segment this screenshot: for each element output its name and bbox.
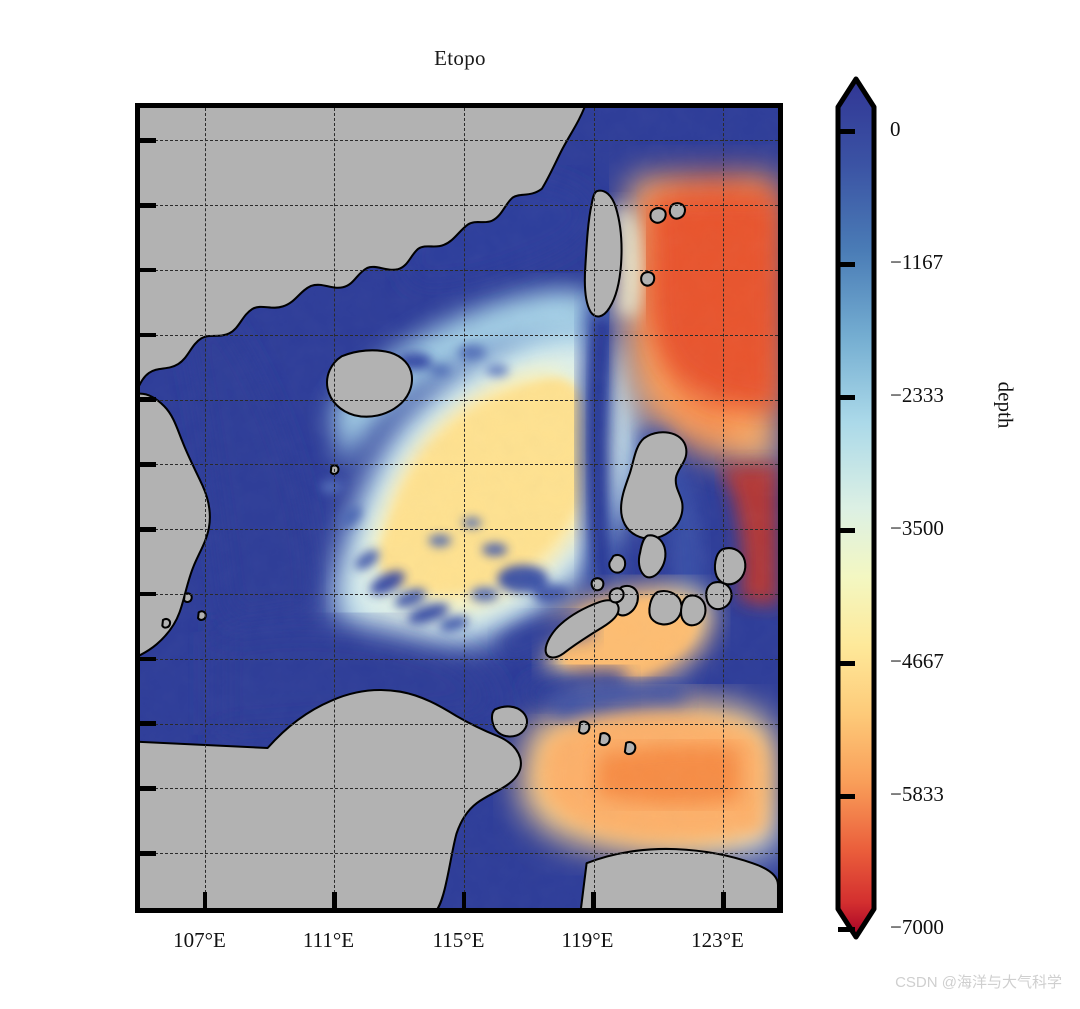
ytick-10 [140, 591, 156, 597]
ytick-6 [140, 721, 156, 726]
colorbar[interactable]: 0 −1167 −2333 −3500 −4667 −5833 −7000 [835, 76, 944, 940]
colorbar-axis-label: depth [985, 0, 1025, 810]
cbtick-4667 [838, 661, 855, 666]
page-title: Etopo [434, 46, 486, 70]
xtick-label-107: 107°E [173, 928, 226, 952]
colorbar-gradient [835, 76, 877, 940]
cblabel-7000: −7000 [890, 915, 944, 939]
xtick-label-119: 119°E [561, 928, 614, 952]
cblabel-0: 0 [890, 117, 901, 141]
cblabel-5833: −5833 [890, 782, 944, 806]
xtick-label-115: 115°E [432, 928, 485, 952]
cbtick-1167 [838, 262, 855, 267]
bathymetry-raster [140, 108, 778, 908]
cblabel-4667: −4667 [890, 649, 944, 673]
ytick-16 [140, 397, 156, 402]
ytick-24 [140, 138, 156, 143]
ytick-4 [140, 786, 156, 791]
ytick-12 [140, 527, 156, 532]
cbtick-2333 [838, 395, 855, 400]
ytick-22 [140, 203, 156, 208]
ytick-20 [140, 267, 156, 273]
xtick-115 [461, 892, 467, 908]
ytick-0 [139, 908, 156, 913]
map-canvas [140, 108, 778, 908]
ytick-14 [140, 462, 156, 467]
xtick-111 [332, 892, 337, 908]
xtick-label-123: 123°E [691, 928, 744, 952]
cblabel-2333: −2333 [890, 383, 944, 407]
cblabel-1167: −1167 [890, 250, 944, 274]
xtick-107 [202, 892, 208, 908]
cbtick-7000 [838, 927, 855, 932]
ytick-18 [140, 332, 156, 338]
map-plot-area[interactable] [135, 103, 783, 913]
xtick-label-111: 111°E [302, 928, 355, 952]
colorbar-axis-label-text: depth [993, 381, 1018, 429]
cbtick-5833 [838, 794, 855, 799]
ytick-8 [140, 656, 156, 662]
watermark: CSDN @海洋与大气科学 [895, 974, 1062, 991]
cbtick-0 [838, 129, 855, 134]
xtick-119 [591, 892, 596, 908]
cbtick-3500 [838, 528, 855, 533]
cblabel-3500: −3500 [890, 516, 944, 540]
ytick-2 [140, 851, 156, 856]
xtick-123 [721, 892, 726, 908]
